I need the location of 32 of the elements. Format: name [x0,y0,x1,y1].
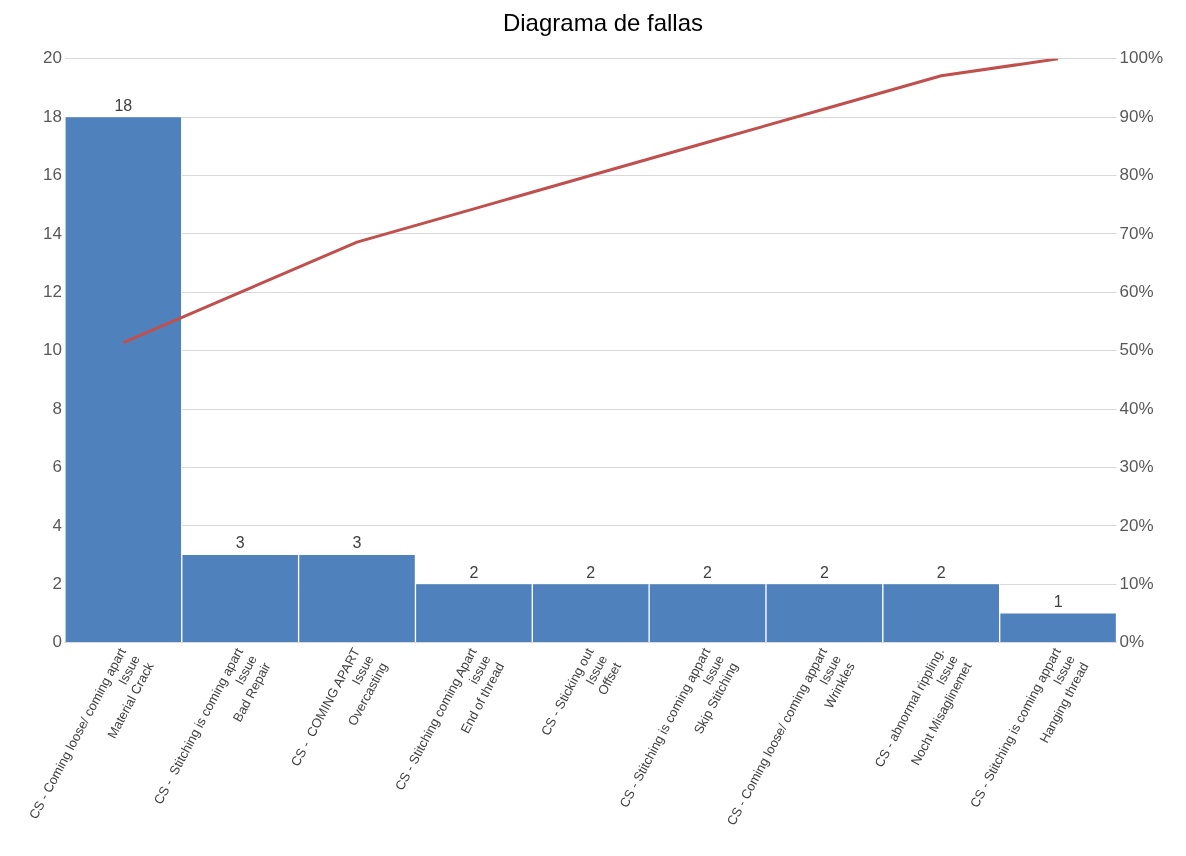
y2-tick-label: 100% [1119,48,1163,68]
y-tick-label: 2 [52,573,62,593]
data-label: 2 [819,563,829,581]
y-tick-label: 6 [52,457,62,477]
y2-tick-label: 50% [1119,340,1154,360]
y-tick-label: 4 [52,515,62,535]
y2-tick-label: 30% [1119,457,1154,477]
data-label: 1 [1053,592,1063,610]
y2-tick-label: 70% [1119,223,1154,243]
y-tick-label: 0 [52,632,62,652]
data-label: 2 [586,563,596,581]
data-label: 3 [352,534,362,552]
data-label: 18 [114,96,133,114]
y-tick-label: 14 [42,223,62,243]
y-tick-label: 8 [52,398,62,418]
y2-tick-label: 60% [1119,282,1154,301]
chart-title: Diagrama de fallas [502,9,704,37]
data-label: 2 [703,563,713,581]
y-tick-label: 20 [42,48,62,68]
data-label: 2 [469,563,479,581]
y-tick-label: 18 [42,106,62,126]
y-tick-label: 12 [42,282,62,301]
data-label: 2 [936,563,946,581]
y2-tick-label: 90% [1119,106,1154,126]
y2-tick-label: 0% [1119,632,1145,652]
y-tick-label: 16 [42,165,62,185]
y2-tick-label: 80% [1119,165,1154,185]
y2-tick-label: 10% [1119,573,1154,593]
data-label: 3 [235,534,245,552]
y2-tick-label: 40% [1119,398,1154,418]
y-tick-label: 10 [42,340,62,360]
y2-tick-label: 20% [1119,515,1154,535]
